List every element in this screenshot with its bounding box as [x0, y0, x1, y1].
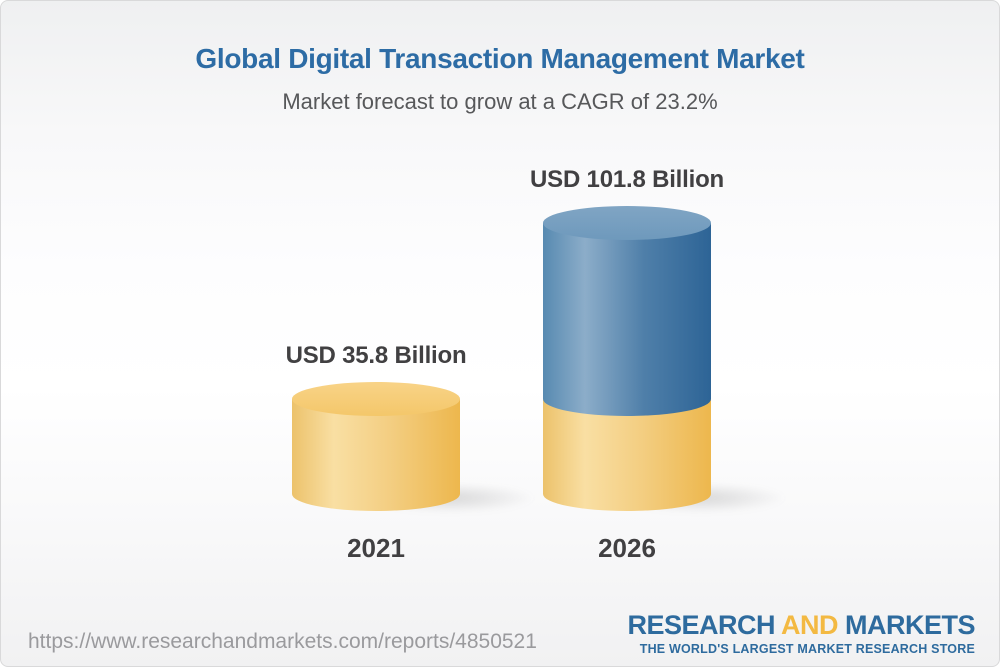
brand-logo-wordmark: RESEARCH AND MARKETS — [627, 611, 975, 639]
cylinder-2026 — [543, 206, 786, 513]
cylinder-segment-base — [292, 398, 460, 511]
bar-group-2021: USD 35.8 Billion 2021 — [246, 341, 535, 563]
logo-and: AND — [780, 610, 839, 640]
x-axis-label-2026: 2026 — [598, 533, 656, 563]
report-url: https://www.researchandmarkets.com/repor… — [28, 630, 537, 653]
bar-value-label-2021: USD 35.8 Billion — [285, 341, 467, 369]
logo-tagline: THE WORLD'S LARGEST MARKET RESEARCH STOR… — [639, 642, 975, 656]
cylinder-cap — [292, 381, 460, 416]
bar-chart: USD 35.8 Billion 2021 USD 101.8 Billion … — [1, 1, 999, 561]
bar-group-2026: USD 101.8 Billion 2026 — [497, 166, 786, 563]
logo-research: RESEARCH — [627, 610, 775, 640]
cylinder-segment-growth — [543, 223, 711, 416]
bar-value-label-2026: USD 101.8 Billion — [530, 166, 724, 194]
chart-title: Global Digital Transaction Management Ma… — [195, 43, 805, 74]
cylinder-segment-base — [543, 398, 711, 511]
cylinder-2021 — [292, 381, 535, 513]
cylinder-cap — [543, 206, 711, 241]
x-axis-label-2021: 2021 — [347, 533, 405, 563]
chart-subtitle: Market forecast to grow at a CAGR of 23.… — [282, 89, 718, 114]
brand-logo: RESEARCH AND MARKETS THE WORLD'S LARGEST… — [627, 611, 975, 656]
logo-markets: MARKETS — [845, 610, 976, 640]
